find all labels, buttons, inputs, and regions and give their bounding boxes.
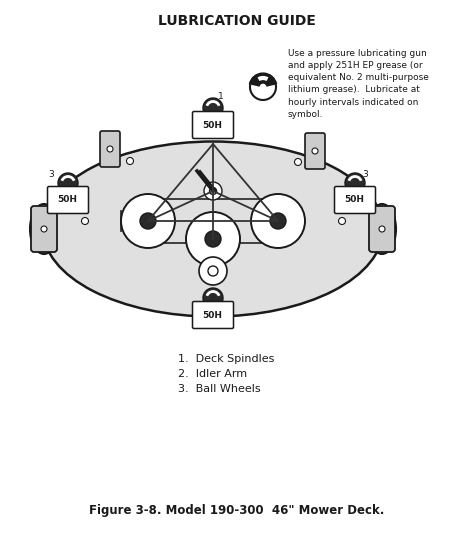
Circle shape — [312, 148, 318, 154]
Text: 50H: 50H — [344, 196, 364, 204]
Circle shape — [41, 226, 47, 232]
Circle shape — [199, 257, 227, 285]
FancyBboxPatch shape — [47, 186, 89, 213]
Text: 50H: 50H — [202, 121, 222, 129]
Circle shape — [203, 288, 223, 308]
FancyBboxPatch shape — [192, 112, 234, 139]
Ellipse shape — [43, 142, 383, 316]
Ellipse shape — [368, 204, 396, 254]
Circle shape — [204, 182, 222, 200]
FancyBboxPatch shape — [335, 186, 375, 213]
Text: 2: 2 — [218, 320, 224, 329]
Text: Figure 3-8. Model 190-300  46" Mower Deck.: Figure 3-8. Model 190-300 46" Mower Deck… — [89, 504, 385, 517]
Circle shape — [58, 173, 78, 193]
FancyBboxPatch shape — [100, 131, 120, 167]
Text: LUBRICATION GUIDE: LUBRICATION GUIDE — [158, 14, 316, 28]
FancyBboxPatch shape — [305, 133, 325, 169]
Text: 1: 1 — [218, 92, 224, 101]
Circle shape — [140, 213, 156, 229]
Text: 2.  Idler Arm: 2. Idler Arm — [178, 369, 247, 379]
Circle shape — [208, 266, 218, 276]
Text: Use a pressure lubricating gun
and apply 251H EP grease (or
equivalent No. 2 mul: Use a pressure lubricating gun and apply… — [288, 49, 429, 119]
Circle shape — [205, 231, 221, 247]
Ellipse shape — [30, 204, 58, 254]
Text: 50H: 50H — [202, 310, 222, 320]
Circle shape — [345, 173, 365, 193]
Circle shape — [379, 226, 385, 232]
Circle shape — [251, 194, 305, 248]
Circle shape — [338, 218, 346, 225]
Circle shape — [270, 213, 286, 229]
Circle shape — [107, 146, 113, 152]
FancyBboxPatch shape — [192, 301, 234, 328]
FancyBboxPatch shape — [31, 206, 57, 252]
Circle shape — [127, 157, 134, 164]
Text: 50H: 50H — [57, 196, 77, 204]
Text: 3: 3 — [362, 170, 368, 179]
Text: 3: 3 — [48, 170, 54, 179]
Text: 3.  Ball Wheels: 3. Ball Wheels — [178, 384, 261, 394]
Circle shape — [121, 194, 175, 248]
Circle shape — [203, 98, 223, 118]
Circle shape — [294, 158, 301, 165]
Circle shape — [82, 218, 89, 225]
Circle shape — [186, 212, 240, 266]
Text: 1.  Deck Spindles: 1. Deck Spindles — [178, 354, 274, 364]
FancyBboxPatch shape — [369, 206, 395, 252]
